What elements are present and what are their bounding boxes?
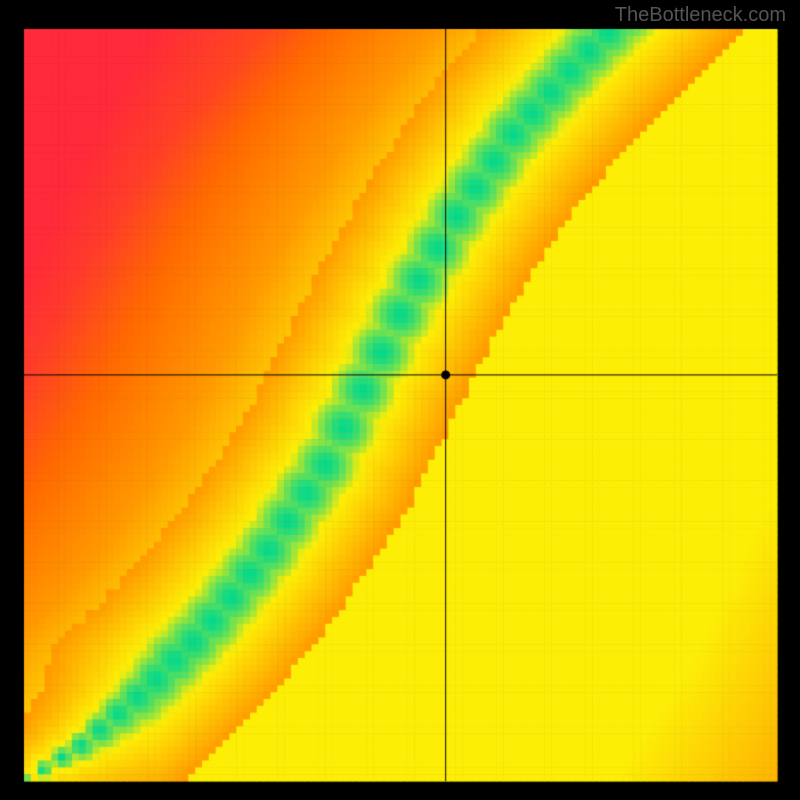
heatmap-chart: [0, 0, 800, 800]
watermark-text: TheBottleneck.com: [615, 4, 786, 27]
root: TheBottleneck.com: [0, 0, 800, 800]
